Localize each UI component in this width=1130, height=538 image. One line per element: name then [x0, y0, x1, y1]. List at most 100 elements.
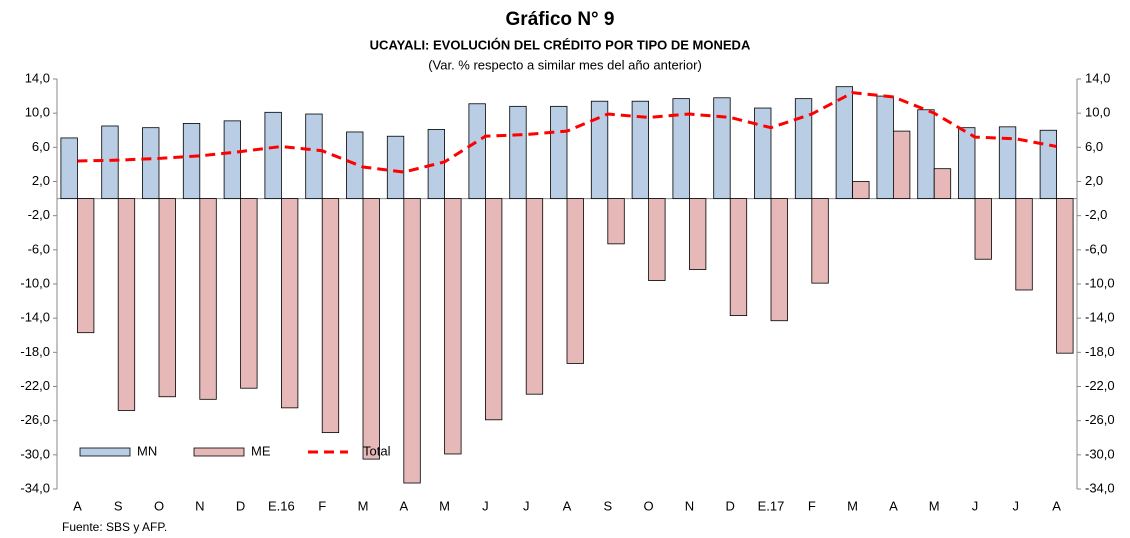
bar [566, 198, 584, 364]
x-tick-label: J [523, 498, 530, 513]
chart-note: (Var. % respecto a similar mes del año a… [428, 57, 702, 72]
bar [199, 198, 217, 400]
bar [403, 198, 421, 484]
x-tick-label: A [73, 498, 82, 513]
x-tick-label: A [1052, 498, 1061, 513]
bar [835, 86, 853, 199]
x-tick-label: J [1013, 498, 1020, 513]
y-tick-label: 14,0 [25, 70, 50, 85]
y2-tick-label: -34,0 [1085, 480, 1115, 495]
bar [427, 128, 446, 199]
bar [893, 130, 911, 199]
x-tick-label: N [685, 498, 694, 513]
y-tick-label: 10,0 [25, 105, 50, 120]
bar [852, 181, 870, 199]
x-tick-label: O [154, 498, 164, 513]
bar [631, 100, 649, 199]
legend-label: ME [251, 443, 271, 458]
bar [321, 198, 340, 434]
legend-label: MN [137, 443, 157, 458]
x-tick-label: E.17 [758, 498, 785, 513]
bar [958, 127, 976, 199]
bar [223, 120, 242, 199]
y-tick-label: -2,0 [28, 207, 50, 222]
bar [240, 198, 258, 389]
chart-title: Gráfico N° 9 [506, 9, 615, 30]
y-tick-label: -14,0 [20, 310, 50, 325]
bar [729, 198, 748, 317]
bar [362, 198, 380, 460]
bar [794, 98, 813, 199]
x-tick-label: J [972, 498, 979, 513]
bar [444, 198, 462, 455]
y-tick-label: 2,0 [32, 173, 50, 188]
legend-swatch [79, 447, 131, 457]
x-tick-label: M [929, 498, 940, 513]
bar [158, 198, 176, 398]
y2-tick-label: -22,0 [1085, 378, 1115, 393]
x-tick-label: M [358, 498, 369, 513]
x-tick-label: N [195, 498, 204, 513]
y2-tick-label: -18,0 [1085, 344, 1115, 359]
y-tick-label: -6,0 [28, 241, 50, 256]
x-tick-label: A [889, 498, 898, 513]
y-tick-label: -22,0 [20, 378, 50, 393]
y2-tick-label: -26,0 [1085, 412, 1115, 427]
bar [974, 198, 992, 260]
y2-tick-label: 6,0 [1085, 139, 1103, 154]
x-tick-label: D [236, 498, 245, 513]
bar [1039, 129, 1057, 199]
line [77, 91, 1057, 174]
bar [60, 137, 78, 199]
x-tick-label: S [603, 498, 612, 513]
bar [672, 98, 690, 199]
y2-tick-label: -6,0 [1085, 241, 1107, 256]
bar [590, 100, 609, 199]
y-tick-label: 6,0 [32, 139, 50, 154]
bar [550, 105, 568, 199]
legend-label: Total [363, 443, 391, 458]
bar [648, 198, 666, 281]
x-tick-label: F [318, 498, 326, 513]
y2-tick-label: -14,0 [1085, 310, 1115, 325]
bar [1056, 198, 1074, 354]
bar [386, 135, 405, 199]
bar [713, 97, 731, 199]
bar [117, 198, 136, 411]
source: Fuente: SBS y AFP. [62, 520, 167, 534]
bar [264, 111, 282, 199]
x-tick-label: J [482, 498, 489, 513]
bar [1015, 198, 1033, 291]
bar [998, 126, 1017, 199]
y2-tick-label: 2,0 [1085, 173, 1103, 188]
x-tick-label: F [808, 498, 816, 513]
bar [468, 103, 486, 199]
x-tick-label: O [644, 498, 654, 513]
bar [305, 113, 323, 199]
bar [280, 198, 299, 409]
x-tick-label: M [439, 498, 450, 513]
x-tick-label: S [114, 498, 123, 513]
bar [101, 125, 119, 199]
y-tick-label: -18,0 [20, 344, 50, 359]
bar [484, 198, 503, 421]
bar [933, 168, 952, 199]
x-tick-label: E.16 [268, 498, 295, 513]
y2-tick-label: -2,0 [1085, 207, 1107, 222]
bar [754, 107, 772, 199]
bar [77, 198, 95, 334]
bar [142, 127, 160, 199]
bar [811, 198, 829, 284]
chart-subtitle: UCAYALI: EVOLUCIÓN DEL CRÉDITO POR TIPO … [370, 37, 751, 52]
x-tick-label: A [399, 498, 408, 513]
y-tick-label: -34,0 [20, 480, 50, 495]
bar [607, 198, 625, 245]
y2-tick-label: 10,0 [1085, 105, 1110, 120]
y2-tick-label: -30,0 [1085, 446, 1115, 461]
bar [876, 95, 894, 199]
y-tick-label: -26,0 [20, 412, 50, 427]
bar [770, 198, 788, 322]
y2-tick-label: -10,0 [1085, 275, 1115, 290]
y-tick-label: -30,0 [20, 446, 50, 461]
